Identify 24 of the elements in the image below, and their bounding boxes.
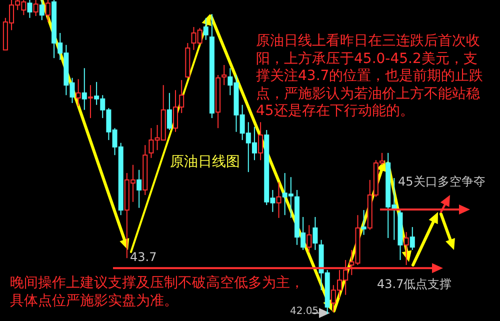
annotation: 原油日线上看昨日在三连跌后首次收阳，上方承压于45.0-45.2美元，支撑关注43.7的位置，也是前期的止跌点，严施影认为若油价上方不能站稳45还是存在下行动能的。 [256,33,484,120]
candlestick [136,169,142,208]
candlestick [27,0,32,18]
candlestick [276,182,282,218]
annotation: 42.05 [290,306,319,317]
candlestick [312,216,318,250]
annotation: 43.7 [130,250,157,264]
candlestick [216,74,221,129]
candlestick [258,122,264,161]
candlestick [410,226,415,250]
candlestick [222,64,227,86]
legend-label: 43.7低点支撑 [377,277,452,292]
candlestick [361,210,366,236]
ref-line-label: 45关口多空争夺 [398,174,486,188]
candlestick [88,84,93,119]
candlestick [76,78,81,107]
candlestick [203,17,208,40]
candlestick [306,224,312,253]
candlestick [82,68,87,110]
candlestick [209,14,214,119]
candlestick [404,232,409,266]
text: 原油日线图 [170,153,240,171]
candlestick [39,0,44,21]
candlestick [142,144,148,196]
